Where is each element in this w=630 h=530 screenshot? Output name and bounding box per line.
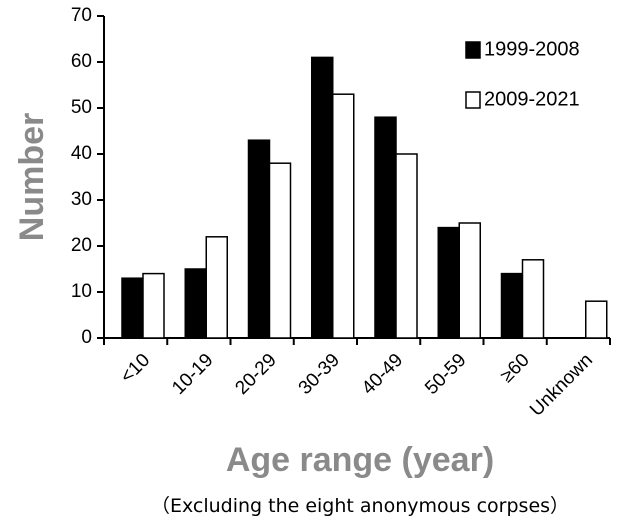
y-tick-label: 30 xyxy=(71,189,92,210)
x-axis-label: Age range (year) xyxy=(226,441,494,479)
bar-series2 xyxy=(458,222,481,339)
y-tick-label: 70 xyxy=(71,5,92,26)
x-tick-label: <10 xyxy=(117,350,155,388)
bar-series1 xyxy=(374,116,397,339)
x-tick-label: 50-59 xyxy=(421,350,470,399)
y-tick-label: 50 xyxy=(71,97,92,118)
bar-series1 xyxy=(311,56,334,339)
legend-label: 2009-2021 xyxy=(484,88,580,110)
bar-series2 xyxy=(585,300,608,339)
y-tick-labels: 0 10 20 30 40 50 60 70 xyxy=(71,5,92,348)
legend-label: 1999-2008 xyxy=(484,38,580,60)
y-tick-label: 0 xyxy=(81,327,92,348)
y-tick-label: 40 xyxy=(71,143,92,164)
bar-series1 xyxy=(437,226,460,339)
legend-swatch xyxy=(465,91,481,109)
x-tick-label: 20-29 xyxy=(231,350,280,399)
bar-series1 xyxy=(500,272,524,339)
x-tick-label: Unknown xyxy=(526,350,597,421)
bar-series2 xyxy=(521,259,545,339)
x-tick-label: 40-49 xyxy=(358,350,407,399)
bar-series2 xyxy=(395,153,418,339)
legend: 1999-2008 2009-2021 xyxy=(465,38,580,110)
x-tick-label: 10-19 xyxy=(168,350,217,399)
bar-series1 xyxy=(184,268,207,339)
legend-swatch xyxy=(465,41,481,59)
bar-series2 xyxy=(142,272,165,339)
y-tick-label: 10 xyxy=(71,281,92,302)
bar-series2 xyxy=(205,236,228,339)
bar-series2 xyxy=(268,162,292,339)
x-tick-label: 30-39 xyxy=(295,350,344,399)
bar-series1 xyxy=(247,139,271,339)
x-tick-label: ≥60 xyxy=(497,350,534,387)
bars xyxy=(121,56,608,339)
y-tick-label: 60 xyxy=(71,51,92,72)
bar-series2 xyxy=(332,93,355,339)
chart-note: （Excluding the eight anonymous corpses） xyxy=(151,495,569,517)
y-axis-label: Number xyxy=(13,113,51,241)
y-tick-label: 20 xyxy=(71,235,92,256)
bar-series1 xyxy=(121,277,144,339)
